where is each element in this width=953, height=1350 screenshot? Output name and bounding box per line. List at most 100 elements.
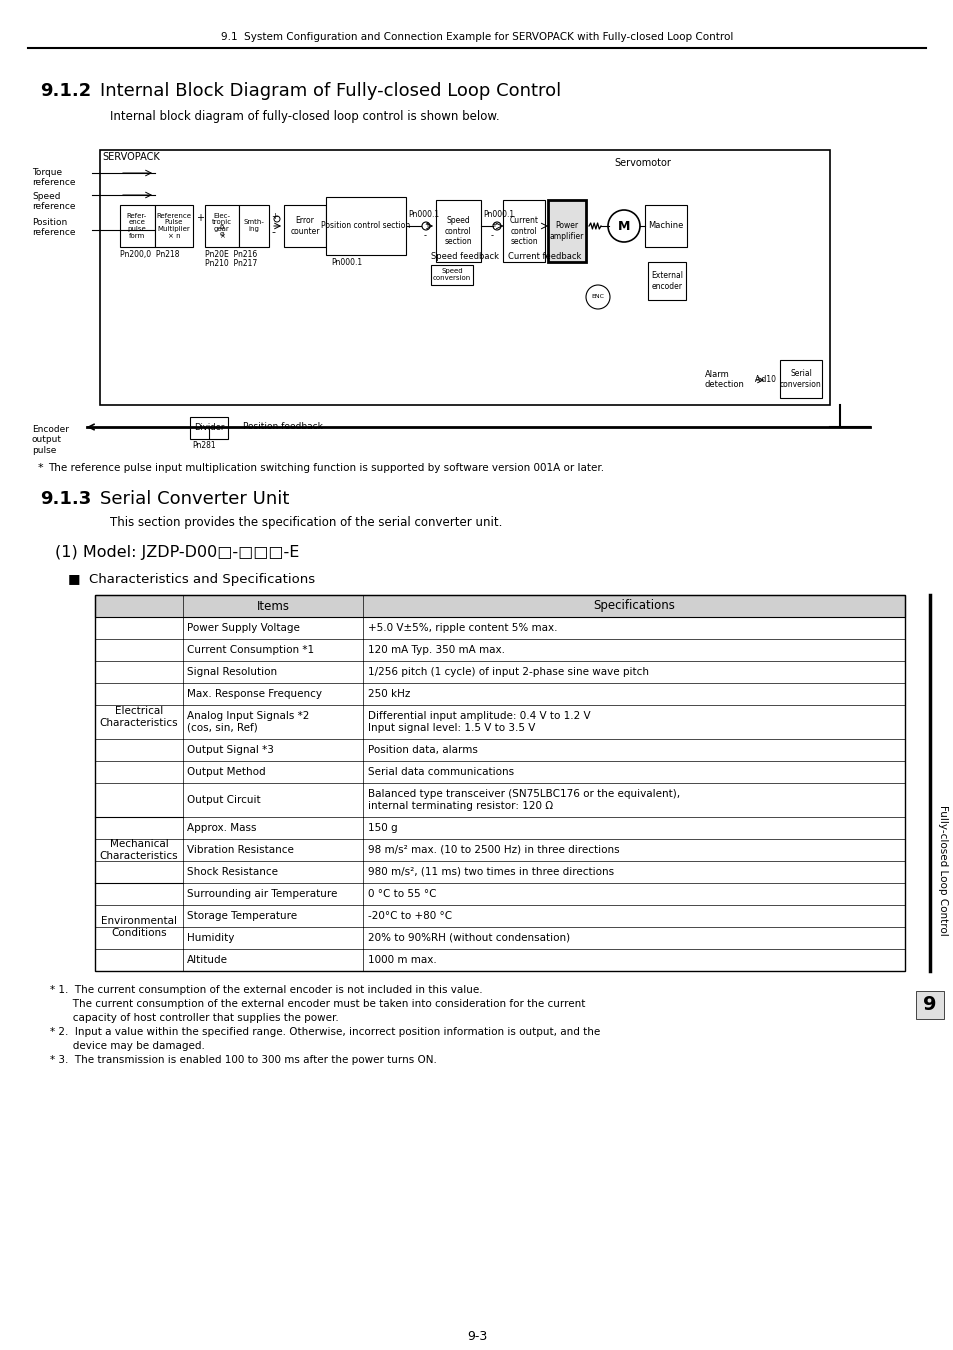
Bar <box>915 991 943 1019</box>
Text: Environmental
Conditions: Environmental Conditions <box>101 917 177 938</box>
Text: Output Signal *3: Output Signal *3 <box>187 745 274 755</box>
Text: Torque
reference: Torque reference <box>32 167 75 188</box>
Text: 20% to 90%RH (without condensation): 20% to 90%RH (without condensation) <box>368 933 570 944</box>
Text: ENC: ENC <box>591 294 604 300</box>
Text: 980 m/s², (11 ms) two times in three directions: 980 m/s², (11 ms) two times in three dir… <box>368 867 614 878</box>
Text: M: M <box>618 220 630 232</box>
Bar <box>284 205 326 247</box>
Text: Divider: Divider <box>193 424 224 432</box>
Text: Current feedback: Current feedback <box>507 252 580 261</box>
Text: +: + <box>271 212 277 221</box>
Text: Serial
conversion: Serial conversion <box>780 370 821 389</box>
Text: The current consumption of the external encoder must be taken into consideration: The current consumption of the external … <box>50 999 585 1008</box>
Text: Speed feedback: Speed feedback <box>431 252 498 261</box>
Text: Refer-
ence
pulse
form: Refer- ence pulse form <box>127 212 147 239</box>
Bar <box>95 595 904 617</box>
Bar <box>780 360 821 398</box>
Text: (1) Model: JZDP-D00□-□□□-E: (1) Model: JZDP-D00□-□□□-E <box>55 545 299 560</box>
Bar <box>431 265 473 285</box>
Text: 1/256 pitch (1 cycle) of input 2-phase sine wave pitch: 1/256 pitch (1 cycle) of input 2-phase s… <box>368 667 648 676</box>
Text: Approx. Mass: Approx. Mass <box>187 824 256 833</box>
Bar <box>326 197 406 255</box>
Text: Power
amplifier: Power amplifier <box>549 221 583 240</box>
Text: Shock Resistance: Shock Resistance <box>187 867 277 878</box>
Bar <box>647 262 685 300</box>
Text: Specifications: Specifications <box>593 599 674 613</box>
Text: Speed
reference: Speed reference <box>32 192 75 212</box>
Text: Position
reference: Position reference <box>32 217 75 238</box>
Text: Alarm
detection: Alarm detection <box>704 370 744 389</box>
Text: Pn210  Pn217: Pn210 Pn217 <box>205 259 257 269</box>
Text: Balanced type transceiver (SN75LBC176 or the equivalent),
internal terminating r: Balanced type transceiver (SN75LBC176 or… <box>368 790 679 811</box>
Text: Altitude: Altitude <box>187 954 228 965</box>
Text: Surrounding air Temperature: Surrounding air Temperature <box>187 890 337 899</box>
Bar <box>154 205 193 247</box>
Text: External
encoder: External encoder <box>650 271 682 290</box>
Bar <box>436 200 480 262</box>
Text: * 2.  Input a value within the specified range. Otherwise, incorrect position in: * 2. Input a value within the specified … <box>50 1027 599 1037</box>
Text: *: * <box>38 463 44 472</box>
Text: ■  Characteristics and Specifications: ■ Characteristics and Specifications <box>68 572 314 586</box>
Text: -20°C to +80 °C: -20°C to +80 °C <box>368 911 452 921</box>
Text: Machine: Machine <box>648 221 683 231</box>
Text: -: - <box>491 231 494 240</box>
Text: Position data, alarms: Position data, alarms <box>368 745 477 755</box>
Text: +5.0 V±5%, ripple content 5% max.: +5.0 V±5%, ripple content 5% max. <box>368 622 557 633</box>
Text: Pn281: Pn281 <box>192 441 215 450</box>
Text: * 1.  The current consumption of the external encoder is not included in this va: * 1. The current consumption of the exte… <box>50 986 482 995</box>
Text: SERVOPACK: SERVOPACK <box>102 153 159 162</box>
Bar <box>100 150 829 405</box>
Text: 9.1.3: 9.1.3 <box>40 490 91 508</box>
Text: Pn000.1: Pn000.1 <box>408 211 438 219</box>
Circle shape <box>607 211 639 242</box>
Text: -: - <box>423 231 427 240</box>
Text: -: - <box>271 227 274 238</box>
Text: 0 °C to 55 °C: 0 °C to 55 °C <box>368 890 436 899</box>
Text: Analog Input Signals *2
(cos, sin, Ref): Analog Input Signals *2 (cos, sin, Ref) <box>187 711 309 733</box>
Text: Pn000.1: Pn000.1 <box>331 258 362 267</box>
Text: Current
control
section: Current control section <box>509 216 537 246</box>
Text: Serial data communications: Serial data communications <box>368 767 514 778</box>
Bar <box>644 205 686 247</box>
Text: Pn000.1: Pn000.1 <box>482 211 514 219</box>
Text: 9-3: 9-3 <box>466 1330 487 1343</box>
Text: Position control section: Position control section <box>321 221 410 231</box>
Text: Pn200,0  Pn218: Pn200,0 Pn218 <box>120 250 179 259</box>
Bar <box>547 200 585 262</box>
Text: +: + <box>491 221 497 228</box>
Text: This section provides the specification of the serial converter unit.: This section provides the specification … <box>110 516 502 529</box>
Text: Error
counter: Error counter <box>290 216 319 236</box>
Text: A.d10: A.d10 <box>754 375 776 383</box>
Bar <box>190 417 228 439</box>
Circle shape <box>274 216 280 221</box>
Text: Servomotor: Servomotor <box>614 158 670 167</box>
Bar <box>120 205 154 247</box>
Text: Humidity: Humidity <box>187 933 234 944</box>
Text: Fully-closed Loop Control: Fully-closed Loop Control <box>937 805 947 936</box>
Text: Mechanical
Characteristics: Mechanical Characteristics <box>99 840 178 861</box>
Bar <box>95 595 904 971</box>
Text: Reference
Pulse
Multiplier
× n: Reference Pulse Multiplier × n <box>156 212 192 239</box>
Text: The reference pulse input multiplication switching function is supported by soft: The reference pulse input multiplication… <box>48 463 603 472</box>
Text: Serial Converter Unit: Serial Converter Unit <box>100 490 289 508</box>
Text: capacity of host controller that supplies the power.: capacity of host controller that supplie… <box>50 1012 338 1023</box>
Text: Encoder
output
pulse: Encoder output pulse <box>32 425 69 455</box>
Text: Storage Temperature: Storage Temperature <box>187 911 296 921</box>
Text: Position feedback: Position feedback <box>243 423 322 431</box>
Text: Output Method: Output Method <box>187 767 265 778</box>
Text: 9.1.2: 9.1.2 <box>40 82 91 100</box>
Text: 250 kHz: 250 kHz <box>368 688 410 699</box>
Bar <box>239 205 269 247</box>
Circle shape <box>585 285 609 309</box>
Text: Max. Response Frequency: Max. Response Frequency <box>187 688 322 699</box>
Text: Smth-
ing: Smth- ing <box>243 220 264 232</box>
Text: * 3.  The transmission is enabled 100 to 300 ms after the power turns ON.: * 3. The transmission is enabled 100 to … <box>50 1054 436 1065</box>
Text: Electrical
Characteristics: Electrical Characteristics <box>99 706 178 728</box>
Text: Vibration Resistance: Vibration Resistance <box>187 845 294 855</box>
Text: 120 mA Typ. 350 mA max.: 120 mA Typ. 350 mA max. <box>368 645 504 655</box>
Text: Speed
control
section: Speed control section <box>444 216 472 246</box>
Text: 9.1  System Configuration and Connection Example for SERVOPACK with Fully-closed: 9.1 System Configuration and Connection … <box>220 32 733 42</box>
Text: Pn20E  Pn216: Pn20E Pn216 <box>205 250 257 259</box>
Text: Differential input amplitude: 0.4 V to 1.2 V
Input signal level: 1.5 V to 3.5 V: Differential input amplitude: 0.4 V to 1… <box>368 711 590 733</box>
Text: device may be damaged.: device may be damaged. <box>50 1041 205 1052</box>
